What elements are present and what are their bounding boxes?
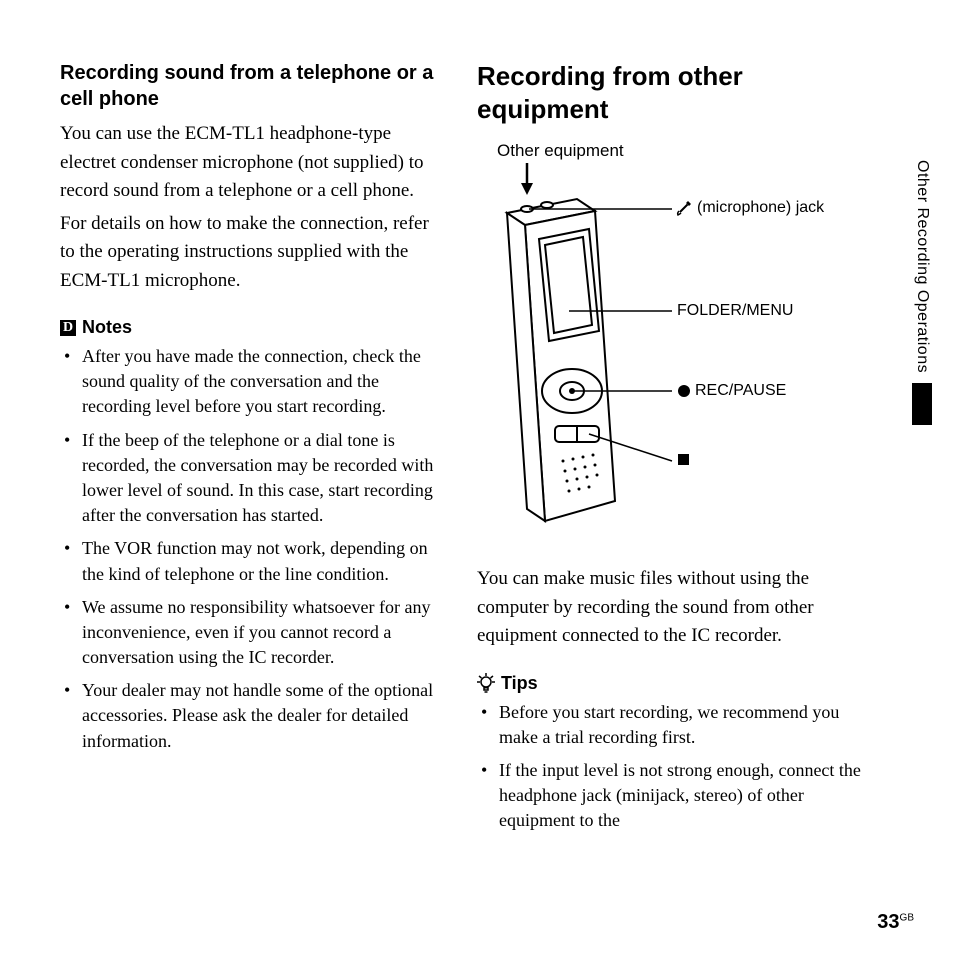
notes-header: D Notes (60, 317, 447, 338)
tips-list: Before you start recording, we recommend… (477, 700, 864, 842)
content-columns: Recording sound from a telephone or a ce… (60, 60, 914, 890)
left-paragraph-2: For details on how to make the connectio… (60, 210, 447, 296)
callout-mic-jack: (microphone) jack (675, 199, 824, 217)
callout-mic-jack-label: (microphone) jack (697, 199, 824, 217)
left-column: Recording sound from a telephone or a ce… (60, 60, 447, 890)
record-icon (677, 384, 691, 398)
note-icon: D (60, 320, 76, 336)
callout-stop (677, 453, 690, 466)
section-tab-marker (912, 383, 932, 425)
left-heading: Recording sound from a telephone or a ce… (60, 60, 447, 112)
note-item: If the beep of the telephone or a dial t… (60, 428, 447, 529)
callout-folder-menu-label: FOLDER/MENU (677, 302, 793, 320)
lightbulb-icon (477, 673, 495, 693)
right-paragraph: You can make music files without using t… (477, 565, 864, 651)
microphone-icon (675, 199, 693, 217)
callout-folder-menu: FOLDER/MENU (677, 302, 793, 320)
page-number-value: 33 (877, 911, 899, 933)
note-item: After you have made the connection, chec… (60, 344, 447, 420)
note-item: Your dealer may not handle some of the o… (60, 678, 447, 754)
notes-list: After you have made the connection, chec… (60, 344, 447, 762)
tips-header: Tips (477, 673, 864, 694)
right-heading: Recording from other equipment (477, 60, 864, 125)
section-tab: Other Recording Operations (912, 160, 932, 425)
stop-icon (677, 453, 690, 466)
tip-item: Before you start recording, we recommend… (477, 700, 864, 750)
note-item: We assume no responsibility whatsoever f… (60, 595, 447, 671)
left-paragraph-1: You can use the ECM-TL1 headphone-type e… (60, 120, 447, 206)
right-column: Recording from other equipment Other equ… (477, 60, 914, 890)
callout-rec-pause: REC/PAUSE (677, 382, 786, 400)
notes-label: Notes (82, 317, 132, 338)
page-number-suffix: GB (900, 912, 914, 923)
note-item: The VOR function may not work, depending… (60, 536, 447, 586)
tip-item: If the input level is not strong enough,… (477, 758, 864, 834)
page-number: 33GB (877, 911, 914, 934)
tips-label: Tips (501, 673, 538, 694)
callout-rec-pause-label: REC/PAUSE (695, 382, 786, 400)
section-tab-label: Other Recording Operations (913, 160, 931, 373)
device-diagram: Other equipment (477, 141, 864, 561)
